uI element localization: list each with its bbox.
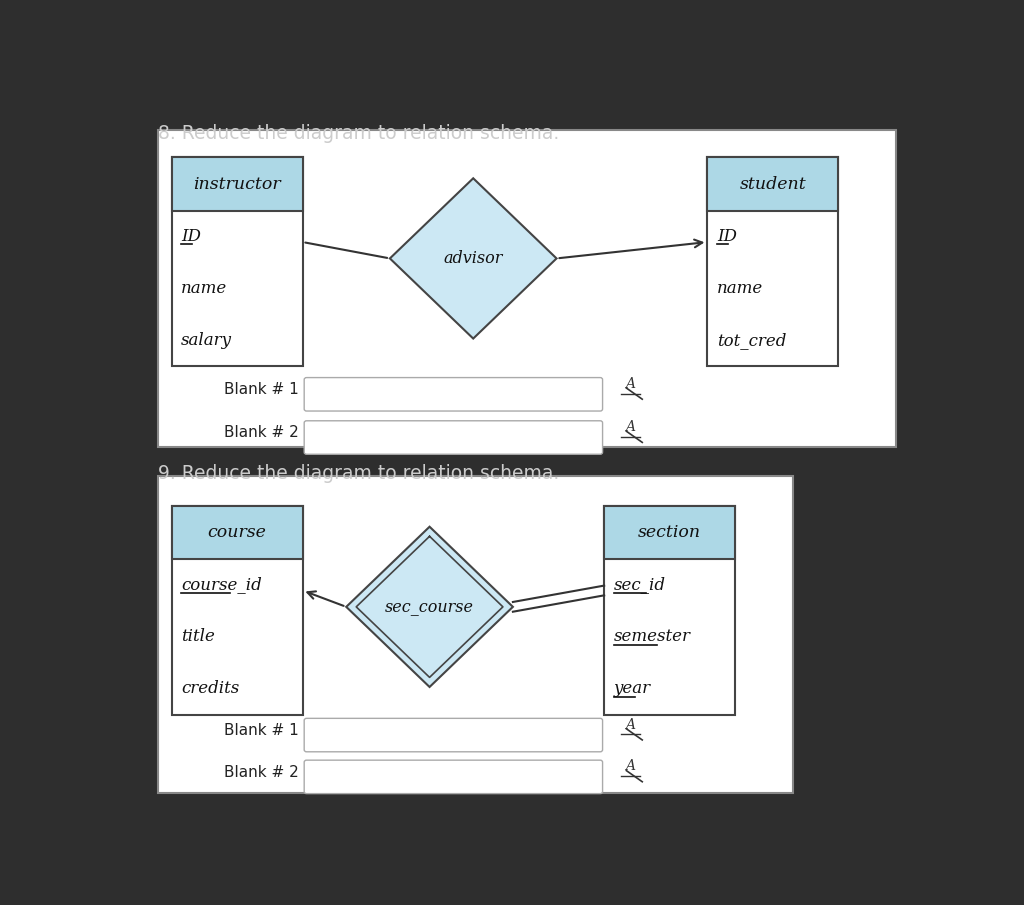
Bar [708, 157, 839, 367]
FancyBboxPatch shape [304, 719, 602, 752]
Text: 8. Reduce the diagram to relation schema.: 8. Reduce the diagram to relation schema… [158, 124, 559, 143]
Bar [708, 157, 839, 211]
Bar [172, 506, 303, 559]
Text: Blank # 2: Blank # 2 [224, 425, 299, 440]
Text: salary: salary [181, 332, 232, 349]
Text: student: student [739, 176, 806, 193]
Text: A: A [626, 759, 635, 774]
Text: title: title [181, 628, 215, 645]
Text: Blank # 1: Blank # 1 [224, 382, 299, 397]
Bar [172, 157, 303, 211]
Text: section: section [638, 524, 701, 541]
Bar [172, 506, 303, 715]
Text: A: A [626, 420, 635, 434]
Text: advisor: advisor [443, 250, 503, 267]
Text: instructor: instructor [194, 176, 281, 193]
Text: course: course [208, 524, 266, 541]
Bar [158, 476, 793, 793]
Bar [604, 506, 735, 559]
Text: Blank # 1: Blank # 1 [224, 723, 299, 738]
Text: name: name [181, 280, 227, 297]
Text: name: name [717, 280, 763, 297]
Text: sec_course: sec_course [385, 598, 474, 615]
Text: 9. Reduce the diagram to relation schema.: 9. Reduce the diagram to relation schema… [158, 464, 559, 483]
Text: sec_id: sec_id [613, 576, 666, 594]
Text: course_id: course_id [181, 576, 262, 594]
Text: year: year [613, 681, 651, 698]
Bar [604, 506, 735, 715]
Bar [158, 129, 896, 446]
FancyBboxPatch shape [304, 421, 602, 454]
Text: A: A [626, 718, 635, 731]
Text: ID: ID [181, 228, 201, 245]
FancyBboxPatch shape [304, 377, 602, 411]
FancyBboxPatch shape [304, 760, 602, 794]
Text: Blank # 2: Blank # 2 [224, 765, 299, 779]
Text: tot_cred: tot_cred [717, 332, 786, 349]
Text: semester: semester [613, 628, 690, 645]
Polygon shape [346, 527, 513, 687]
Polygon shape [390, 178, 557, 338]
Bar [172, 157, 303, 367]
Text: ID: ID [717, 228, 737, 245]
Text: credits: credits [181, 681, 240, 698]
Text: A: A [626, 376, 635, 391]
